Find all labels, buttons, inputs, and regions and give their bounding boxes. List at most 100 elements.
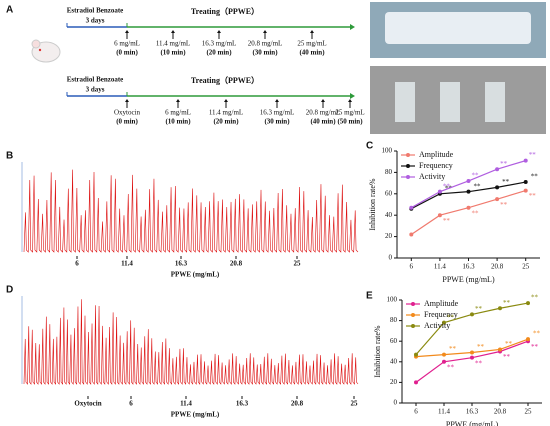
dose-label: 20.8 mg/mL	[306, 109, 341, 117]
significance: **	[472, 172, 480, 180]
y-tick-label: 100	[382, 147, 393, 155]
point	[466, 205, 471, 210]
legend-label: Frequency	[419, 161, 453, 170]
days-label: 3 days	[86, 86, 105, 94]
time-arrowhead	[348, 99, 352, 102]
significance: **	[500, 160, 508, 168]
treat-arrow	[350, 93, 355, 99]
dose-label: 11.4 mg/mL	[156, 40, 190, 48]
time-label: (10 min)	[160, 49, 186, 57]
time-label: (40 min)	[299, 49, 325, 57]
point	[495, 197, 500, 202]
legend-label: Frequency	[424, 310, 458, 319]
significance: **	[529, 192, 537, 200]
dose-label: 20.8 mg/mL	[248, 40, 283, 48]
significance: **	[472, 209, 480, 217]
dose-label: 25 mg/mL	[297, 40, 326, 48]
point	[442, 359, 446, 364]
trace-x-label: 6	[75, 260, 79, 268]
y-tick-label: 20	[390, 378, 398, 386]
legend-marker	[411, 313, 415, 317]
legend-marker	[411, 324, 415, 328]
x-tick-label: 16.3	[466, 408, 479, 416]
significance: **	[443, 182, 451, 190]
point	[526, 337, 530, 342]
legend-marker	[406, 164, 410, 168]
trace-x-label: 25	[351, 400, 359, 408]
panel-label: A	[6, 5, 13, 16]
legend-marker	[406, 153, 410, 157]
significance: **	[474, 182, 482, 190]
time-label: (20 min)	[213, 118, 239, 126]
point	[442, 352, 446, 357]
time-arrowhead	[224, 99, 228, 102]
y-tick-label: 0	[394, 399, 398, 407]
dose-label: 6 mg/mL	[114, 40, 140, 48]
dose-label: 16.3 mg/mL	[260, 109, 295, 117]
point	[409, 205, 414, 210]
photo-bath-tube	[440, 82, 460, 122]
time-arrowhead	[125, 30, 129, 33]
point	[442, 320, 446, 325]
pre-label: Estradiol Benzoate	[67, 76, 124, 84]
y-axis-title: Inhibition rate%	[373, 325, 382, 378]
y-tick-label: 100	[387, 296, 398, 304]
significance: **	[529, 151, 537, 159]
x-axis-title: PPWE (mg/mL)	[442, 275, 495, 284]
trace-x-label: Oxytocin	[74, 400, 101, 408]
point	[495, 167, 500, 172]
significance: **	[449, 345, 457, 353]
x-tick-label: 16.3	[462, 263, 475, 271]
photo-bath-tube	[485, 82, 505, 122]
significance: **	[502, 178, 510, 186]
days-label: 3 days	[86, 17, 105, 25]
significance: **	[531, 294, 539, 302]
time-arrowhead	[275, 99, 279, 102]
y-tick-label: 80	[390, 316, 398, 324]
photo-device-body	[385, 12, 531, 44]
trace-axis-title: PPWE (mg/mL)	[171, 271, 220, 279]
point	[470, 355, 474, 360]
trace-x-label: 25	[294, 260, 302, 268]
trace-axis-title: PPWE (mg/mL)	[171, 411, 220, 419]
significance: **	[503, 353, 511, 361]
y-tick-label: 40	[390, 357, 398, 365]
x-tick-label: 6	[414, 408, 418, 416]
treat-label: Treating（PPWE）	[191, 6, 259, 16]
dose-label: Oxytocin	[114, 109, 141, 117]
point	[495, 185, 500, 190]
point	[466, 189, 471, 194]
trace	[23, 169, 359, 253]
legend-label: Activity	[424, 321, 450, 330]
panel-label: C	[366, 141, 373, 152]
time-label: (10 min)	[165, 118, 191, 126]
point	[414, 380, 418, 385]
time-arrowhead	[263, 30, 267, 33]
legend-label: Amplitude	[419, 150, 454, 159]
trace-x-label: 20.8	[291, 400, 304, 408]
mouse-icon	[31, 39, 61, 63]
legend-marker	[406, 175, 410, 179]
pre-label: Estradiol Benzoate	[67, 7, 124, 15]
legend-marker	[411, 302, 415, 306]
x-tick-label: 11.4	[438, 408, 450, 416]
significance: **	[447, 363, 455, 371]
point	[523, 188, 528, 193]
time-arrowhead	[321, 99, 325, 102]
significance: **	[475, 359, 483, 367]
point	[523, 180, 528, 185]
y-axis-title: Inhibition rate%	[368, 178, 377, 231]
point	[466, 178, 471, 183]
panel-label: E	[366, 291, 373, 302]
y-tick-label: 20	[385, 232, 393, 240]
time-label: (20 min)	[206, 49, 232, 57]
significance: **	[531, 173, 539, 181]
y-tick-label: 40	[385, 211, 393, 219]
time-label: (30 min)	[252, 49, 278, 57]
trace-x-label: 20.8	[230, 260, 243, 268]
x-tick-label: 11.4	[434, 263, 446, 271]
point	[470, 350, 474, 355]
point	[523, 158, 528, 163]
photo-bath-tube	[395, 82, 415, 122]
significance: **	[505, 340, 513, 348]
